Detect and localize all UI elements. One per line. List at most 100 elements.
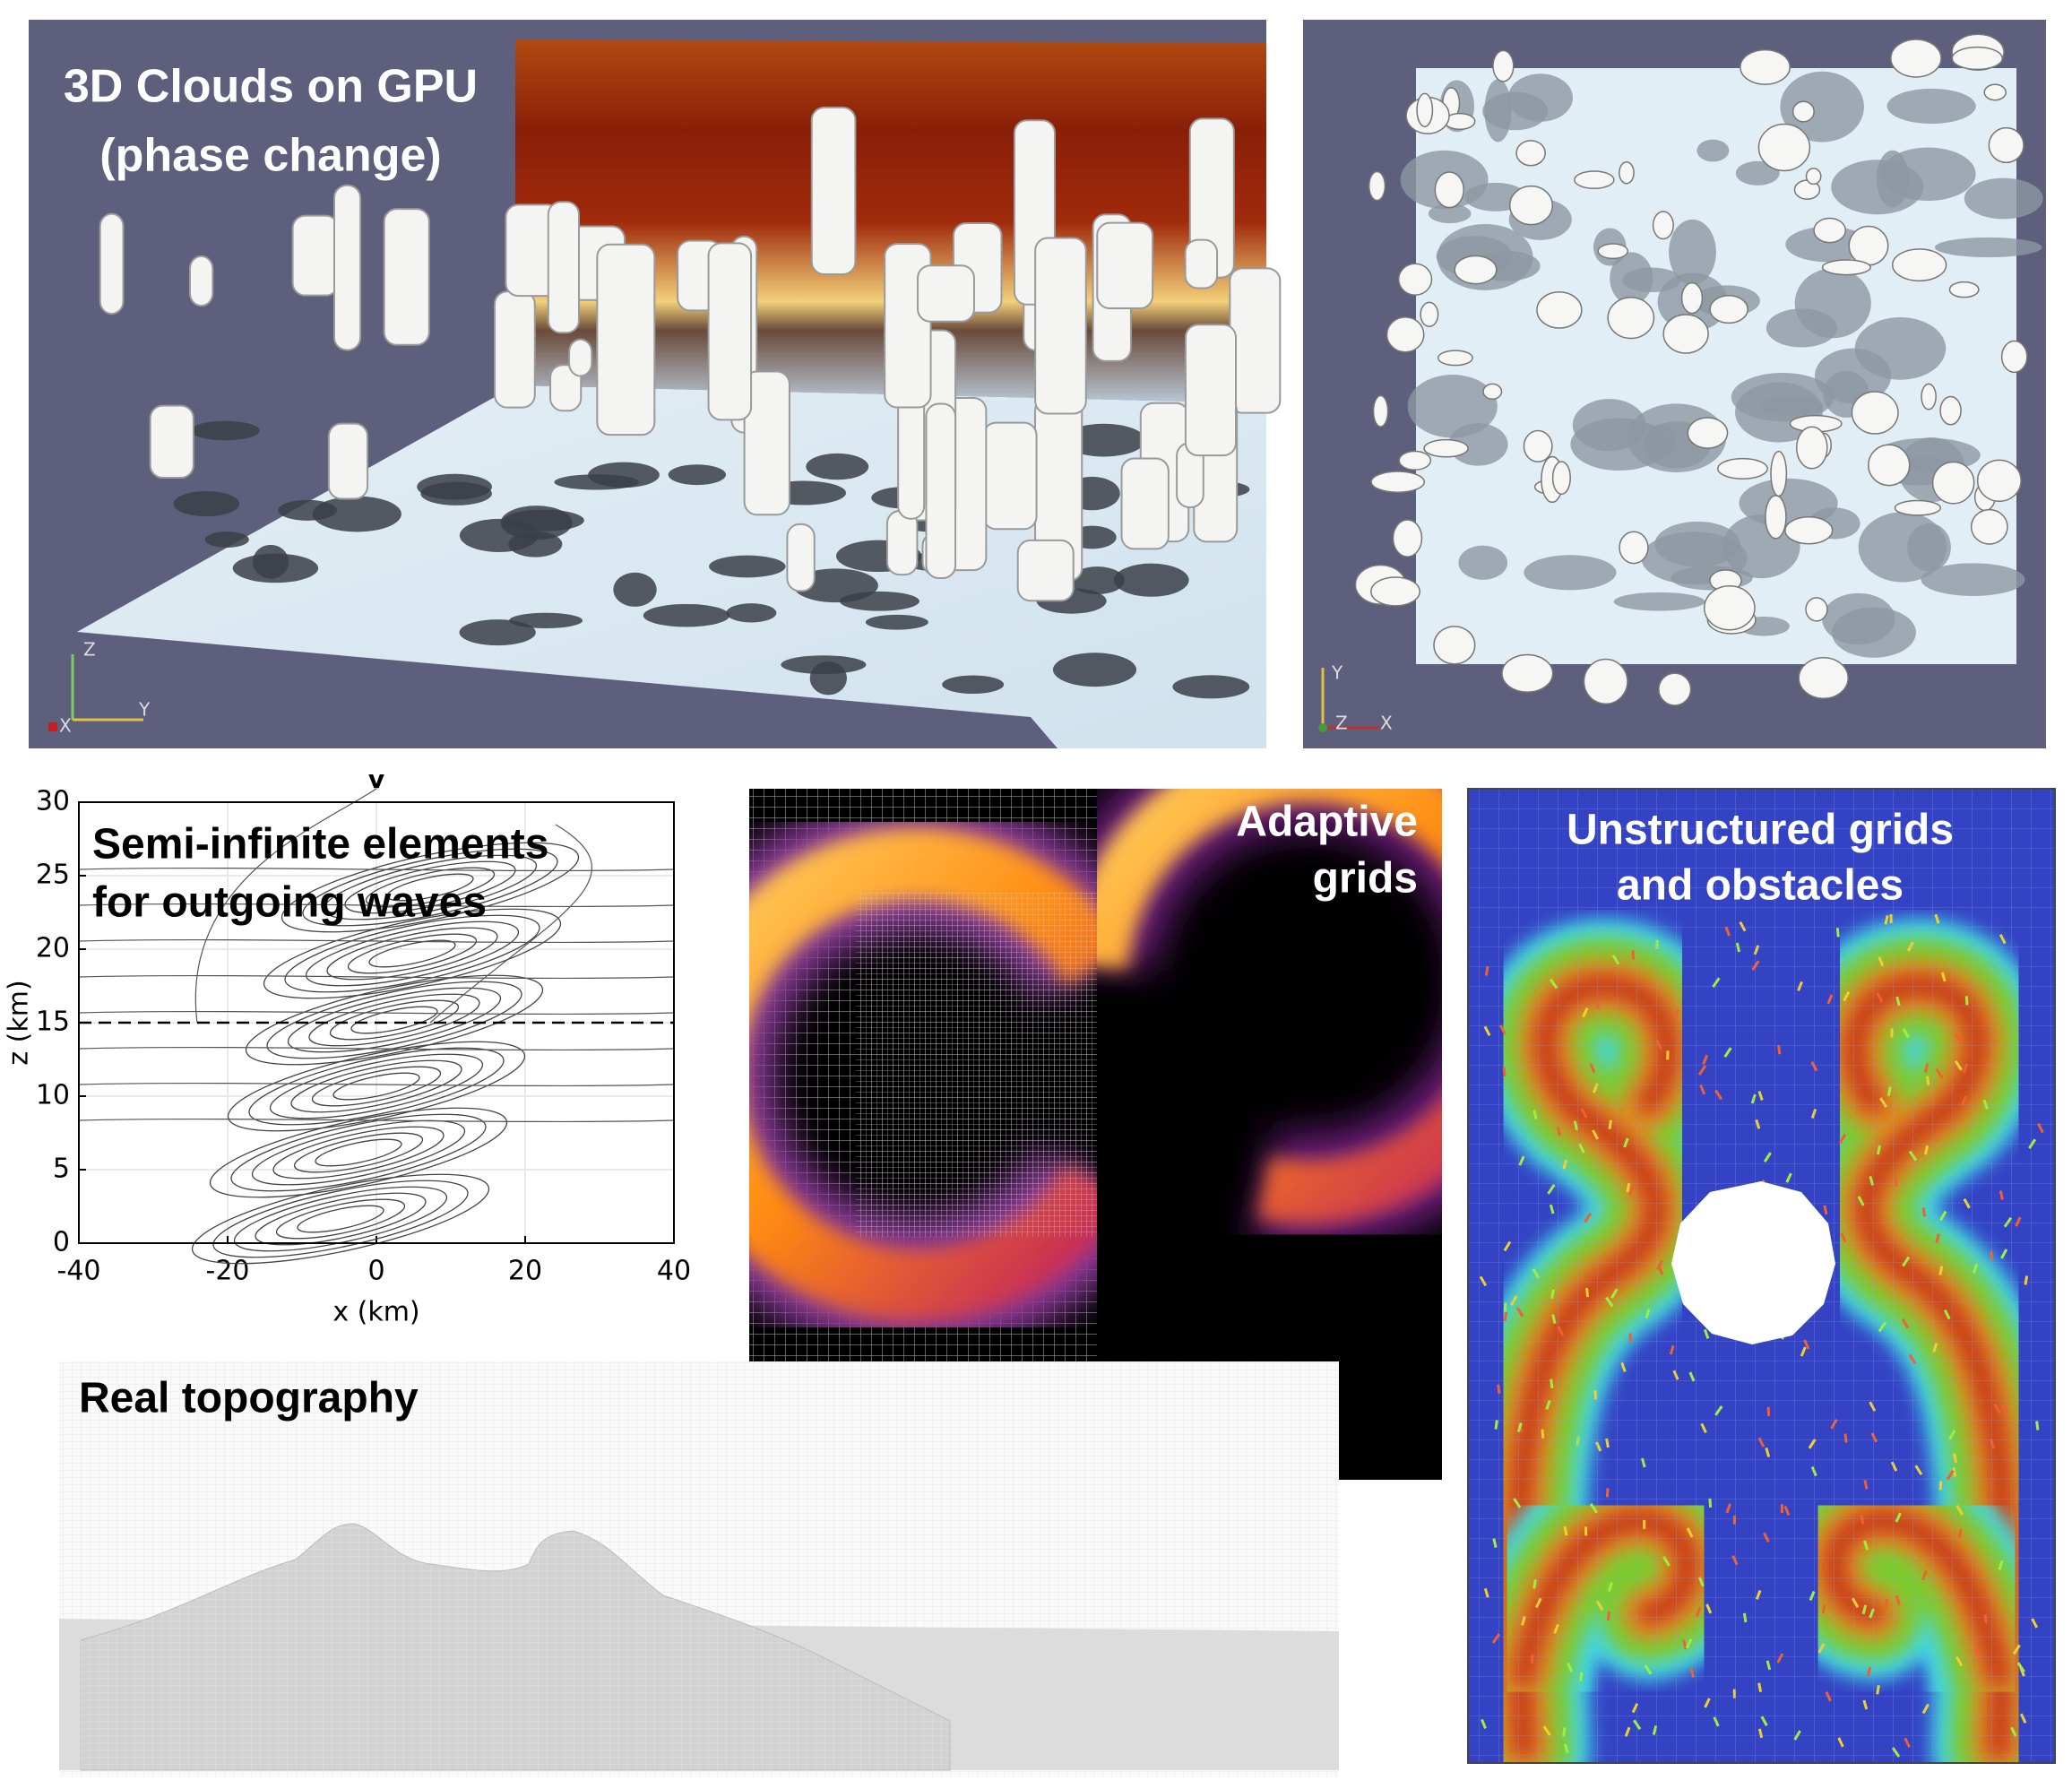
- cloud: [1120, 457, 1170, 550]
- cloud: [1536, 290, 1583, 329]
- cloud: [810, 106, 857, 276]
- axis-label: Z: [1335, 713, 1348, 734]
- cloud: [1805, 168, 1822, 186]
- cloud: [982, 421, 1038, 531]
- y-tick-label: 10: [36, 1080, 70, 1111]
- contour: [78, 903, 675, 908]
- panel-title: and obstacles: [1617, 862, 1904, 910]
- cloud-shadow: [1780, 71, 1864, 143]
- cloud-shadow: [1113, 563, 1189, 597]
- cloud: [1805, 597, 1828, 622]
- cloud: [1891, 248, 1947, 282]
- cloud: [1607, 297, 1655, 340]
- cloud: [1703, 585, 1756, 631]
- cloud: [885, 510, 919, 576]
- cloud: [1791, 100, 1815, 123]
- axis-label: Z: [83, 639, 96, 661]
- y-axis-label: z (km): [4, 980, 35, 1065]
- cloud: [383, 208, 430, 346]
- cloud-shadow: [806, 453, 869, 480]
- cloud: [1386, 316, 1425, 353]
- cloud: [1619, 531, 1649, 565]
- axis-label: X: [59, 715, 72, 737]
- cloud-shadow: [1669, 219, 1716, 285]
- contour: [290, 1059, 462, 1113]
- cloud-shadow: [1907, 523, 1951, 572]
- cloud-shadow: [1172, 675, 1250, 699]
- cloud: [327, 422, 369, 500]
- contour: [78, 1082, 675, 1087]
- topography-panel: Real topography: [59, 1361, 1339, 1777]
- cloud-shadow: [1739, 478, 1838, 528]
- cloud-shadow: [1760, 396, 1824, 416]
- cloud: [1709, 295, 1748, 324]
- cloud-shadow: [1524, 555, 1617, 591]
- contour: [323, 854, 538, 920]
- panel-title: Semi-infinite elements: [92, 821, 548, 869]
- cloud: [1765, 495, 1787, 540]
- cloud-shadow: [1428, 203, 1472, 224]
- cloud-shadow: [190, 420, 260, 441]
- cloud: [1757, 123, 1811, 172]
- contour: [263, 908, 562, 999]
- cloud: [1983, 83, 2007, 101]
- cloud: [1784, 516, 1834, 545]
- cloud-shadow: [1785, 226, 1870, 263]
- field-arc: [1097, 789, 1442, 1224]
- cloud: [1437, 350, 1473, 367]
- wave-plot: -40 -20 0 20 40 0 5 10 15 20 25 30 Semi-infinite el…: [4, 765, 692, 1328]
- cloud: [1976, 459, 2022, 502]
- clouds-3d-panel: Z X Y 3D Clouds on GPU (phase change): [29, 20, 1282, 748]
- cloud: [1184, 324, 1238, 457]
- cloud-shadow: [1934, 237, 2042, 258]
- cloud-shadow: [668, 464, 726, 486]
- cloud: [1851, 391, 1899, 435]
- cloud: [707, 242, 753, 421]
- cloud-shadow: [1482, 91, 1549, 131]
- panel-title: grids: [1313, 855, 1418, 903]
- cloud-shadow: [1964, 177, 2043, 220]
- cloud-shadow: [173, 490, 240, 517]
- y-tick-label: 15: [36, 1007, 70, 1038]
- cloud-shadow: [1886, 88, 1976, 124]
- cloud: [1868, 444, 1911, 487]
- cloud: [1680, 281, 1704, 315]
- cloud: [1970, 508, 2008, 545]
- cloud: [1551, 461, 1571, 496]
- cloud: [1096, 221, 1154, 310]
- panel-title: for outgoing waves: [92, 879, 487, 927]
- cloud: [1454, 255, 1498, 285]
- cloud: [1717, 457, 1768, 480]
- cloud: [1482, 383, 1503, 401]
- cloud: [549, 364, 583, 412]
- cloud-shadow: [1831, 160, 1924, 215]
- contour: [347, 933, 478, 974]
- cloud: [1740, 48, 1791, 85]
- contour: [251, 1119, 466, 1186]
- contour: [329, 999, 460, 1041]
- cloud-shadow: [1407, 375, 1498, 438]
- cloud: [1229, 267, 1282, 414]
- cloud-shadow: [1814, 348, 1892, 404]
- cloud: [1416, 92, 1434, 127]
- cloud-shadow: [1622, 267, 1681, 293]
- panel-frame: [1467, 788, 2056, 1764]
- contour: [230, 1113, 487, 1192]
- top-label: v: [368, 765, 384, 794]
- cloud: [1398, 450, 1432, 471]
- contour: [368, 939, 456, 968]
- axis-label: X: [1380, 713, 1393, 734]
- panel-title: Unstructured grids: [1567, 807, 1954, 854]
- cloud: [925, 402, 957, 579]
- contour: [233, 1186, 448, 1252]
- contour: [297, 1205, 384, 1233]
- x-tick-label: -40: [57, 1256, 101, 1287]
- cloud: [1574, 170, 1615, 190]
- cloud: [1687, 417, 1729, 449]
- contour: [386, 873, 474, 902]
- cloud: [1894, 499, 1941, 516]
- x-axis-label: x (km): [332, 1297, 419, 1328]
- contour: [272, 1126, 445, 1180]
- cloud: [99, 212, 125, 315]
- contour: [78, 867, 675, 872]
